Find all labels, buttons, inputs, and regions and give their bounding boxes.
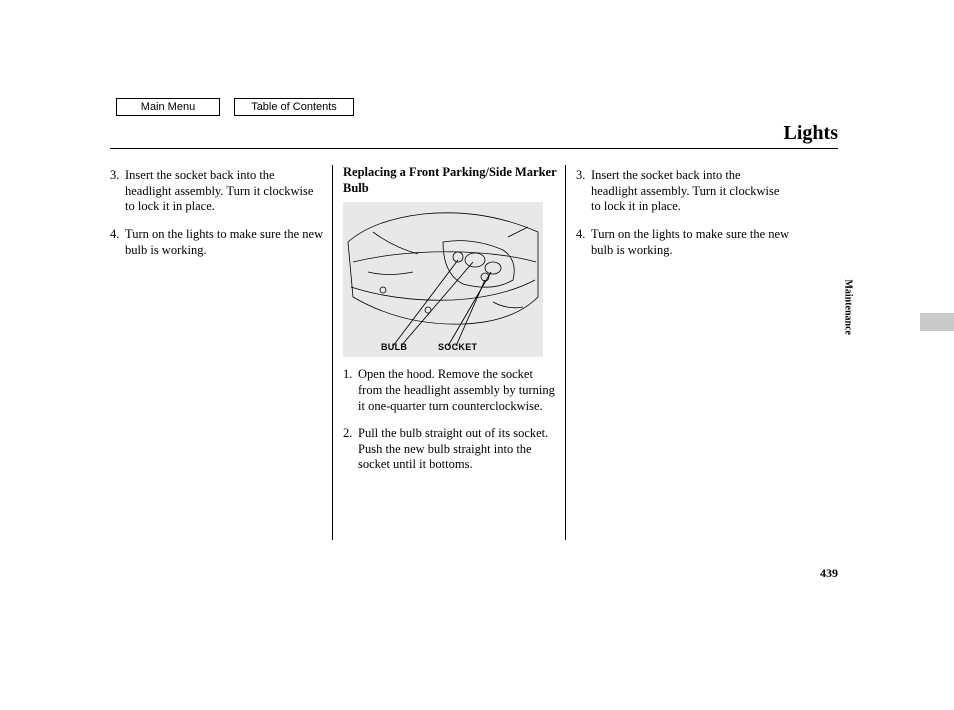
list-text: Insert the socket back into the headligh… <box>125 168 324 215</box>
list-number: 4. <box>110 227 125 258</box>
list-item: 1. Open the hood. Remove the socket from… <box>343 367 557 414</box>
list-number: 4. <box>576 227 591 258</box>
list-text: Open the hood. Remove the socket from th… <box>358 367 557 414</box>
content-columns: 3. Insert the socket back into the headl… <box>110 165 790 540</box>
figure-bulb-socket: BULB SOCKET <box>343 202 543 357</box>
list-item: 3. Insert the socket back into the headl… <box>110 168 324 215</box>
list-item: 3. Insert the socket back into the headl… <box>576 168 790 215</box>
engine-diagram-icon <box>343 202 543 357</box>
column-2: Replacing a Front Parking/Side Marker Bu… <box>343 165 557 540</box>
list-number: 3. <box>110 168 125 215</box>
column-separator <box>565 165 566 540</box>
page-number: 439 <box>820 566 838 581</box>
section-tab-label: Maintenance <box>843 279 854 335</box>
list-number: 1. <box>343 367 358 414</box>
main-menu-button[interactable]: Main Menu <box>116 98 220 116</box>
subheading: Replacing a Front Parking/Side Marker Bu… <box>343 165 557 196</box>
list-text: Pull the bulb straight out of its socket… <box>358 426 557 473</box>
list-text: Turn on the lights to make sure the new … <box>591 227 790 258</box>
list-number: 2. <box>343 426 358 473</box>
section-tab-marker <box>920 313 954 331</box>
figure-label-bulb: BULB <box>381 342 407 353</box>
nav-buttons: Main Menu Table of Contents <box>116 98 354 116</box>
list-text: Turn on the lights to make sure the new … <box>125 227 324 258</box>
column-separator <box>332 165 333 540</box>
list-text: Insert the socket back into the headligh… <box>591 168 790 215</box>
list-number: 3. <box>576 168 591 215</box>
list-item: 4. Turn on the lights to make sure the n… <box>110 227 324 258</box>
title-rule <box>110 148 838 149</box>
column-3: 3. Insert the socket back into the headl… <box>576 165 790 540</box>
list-item: 4. Turn on the lights to make sure the n… <box>576 227 790 258</box>
page-title: Lights <box>784 122 838 145</box>
list-item: 2. Pull the bulb straight out of its soc… <box>343 426 557 473</box>
figure-label-socket: SOCKET <box>438 342 477 353</box>
column-1: 3. Insert the socket back into the headl… <box>110 165 324 540</box>
toc-button[interactable]: Table of Contents <box>234 98 354 116</box>
